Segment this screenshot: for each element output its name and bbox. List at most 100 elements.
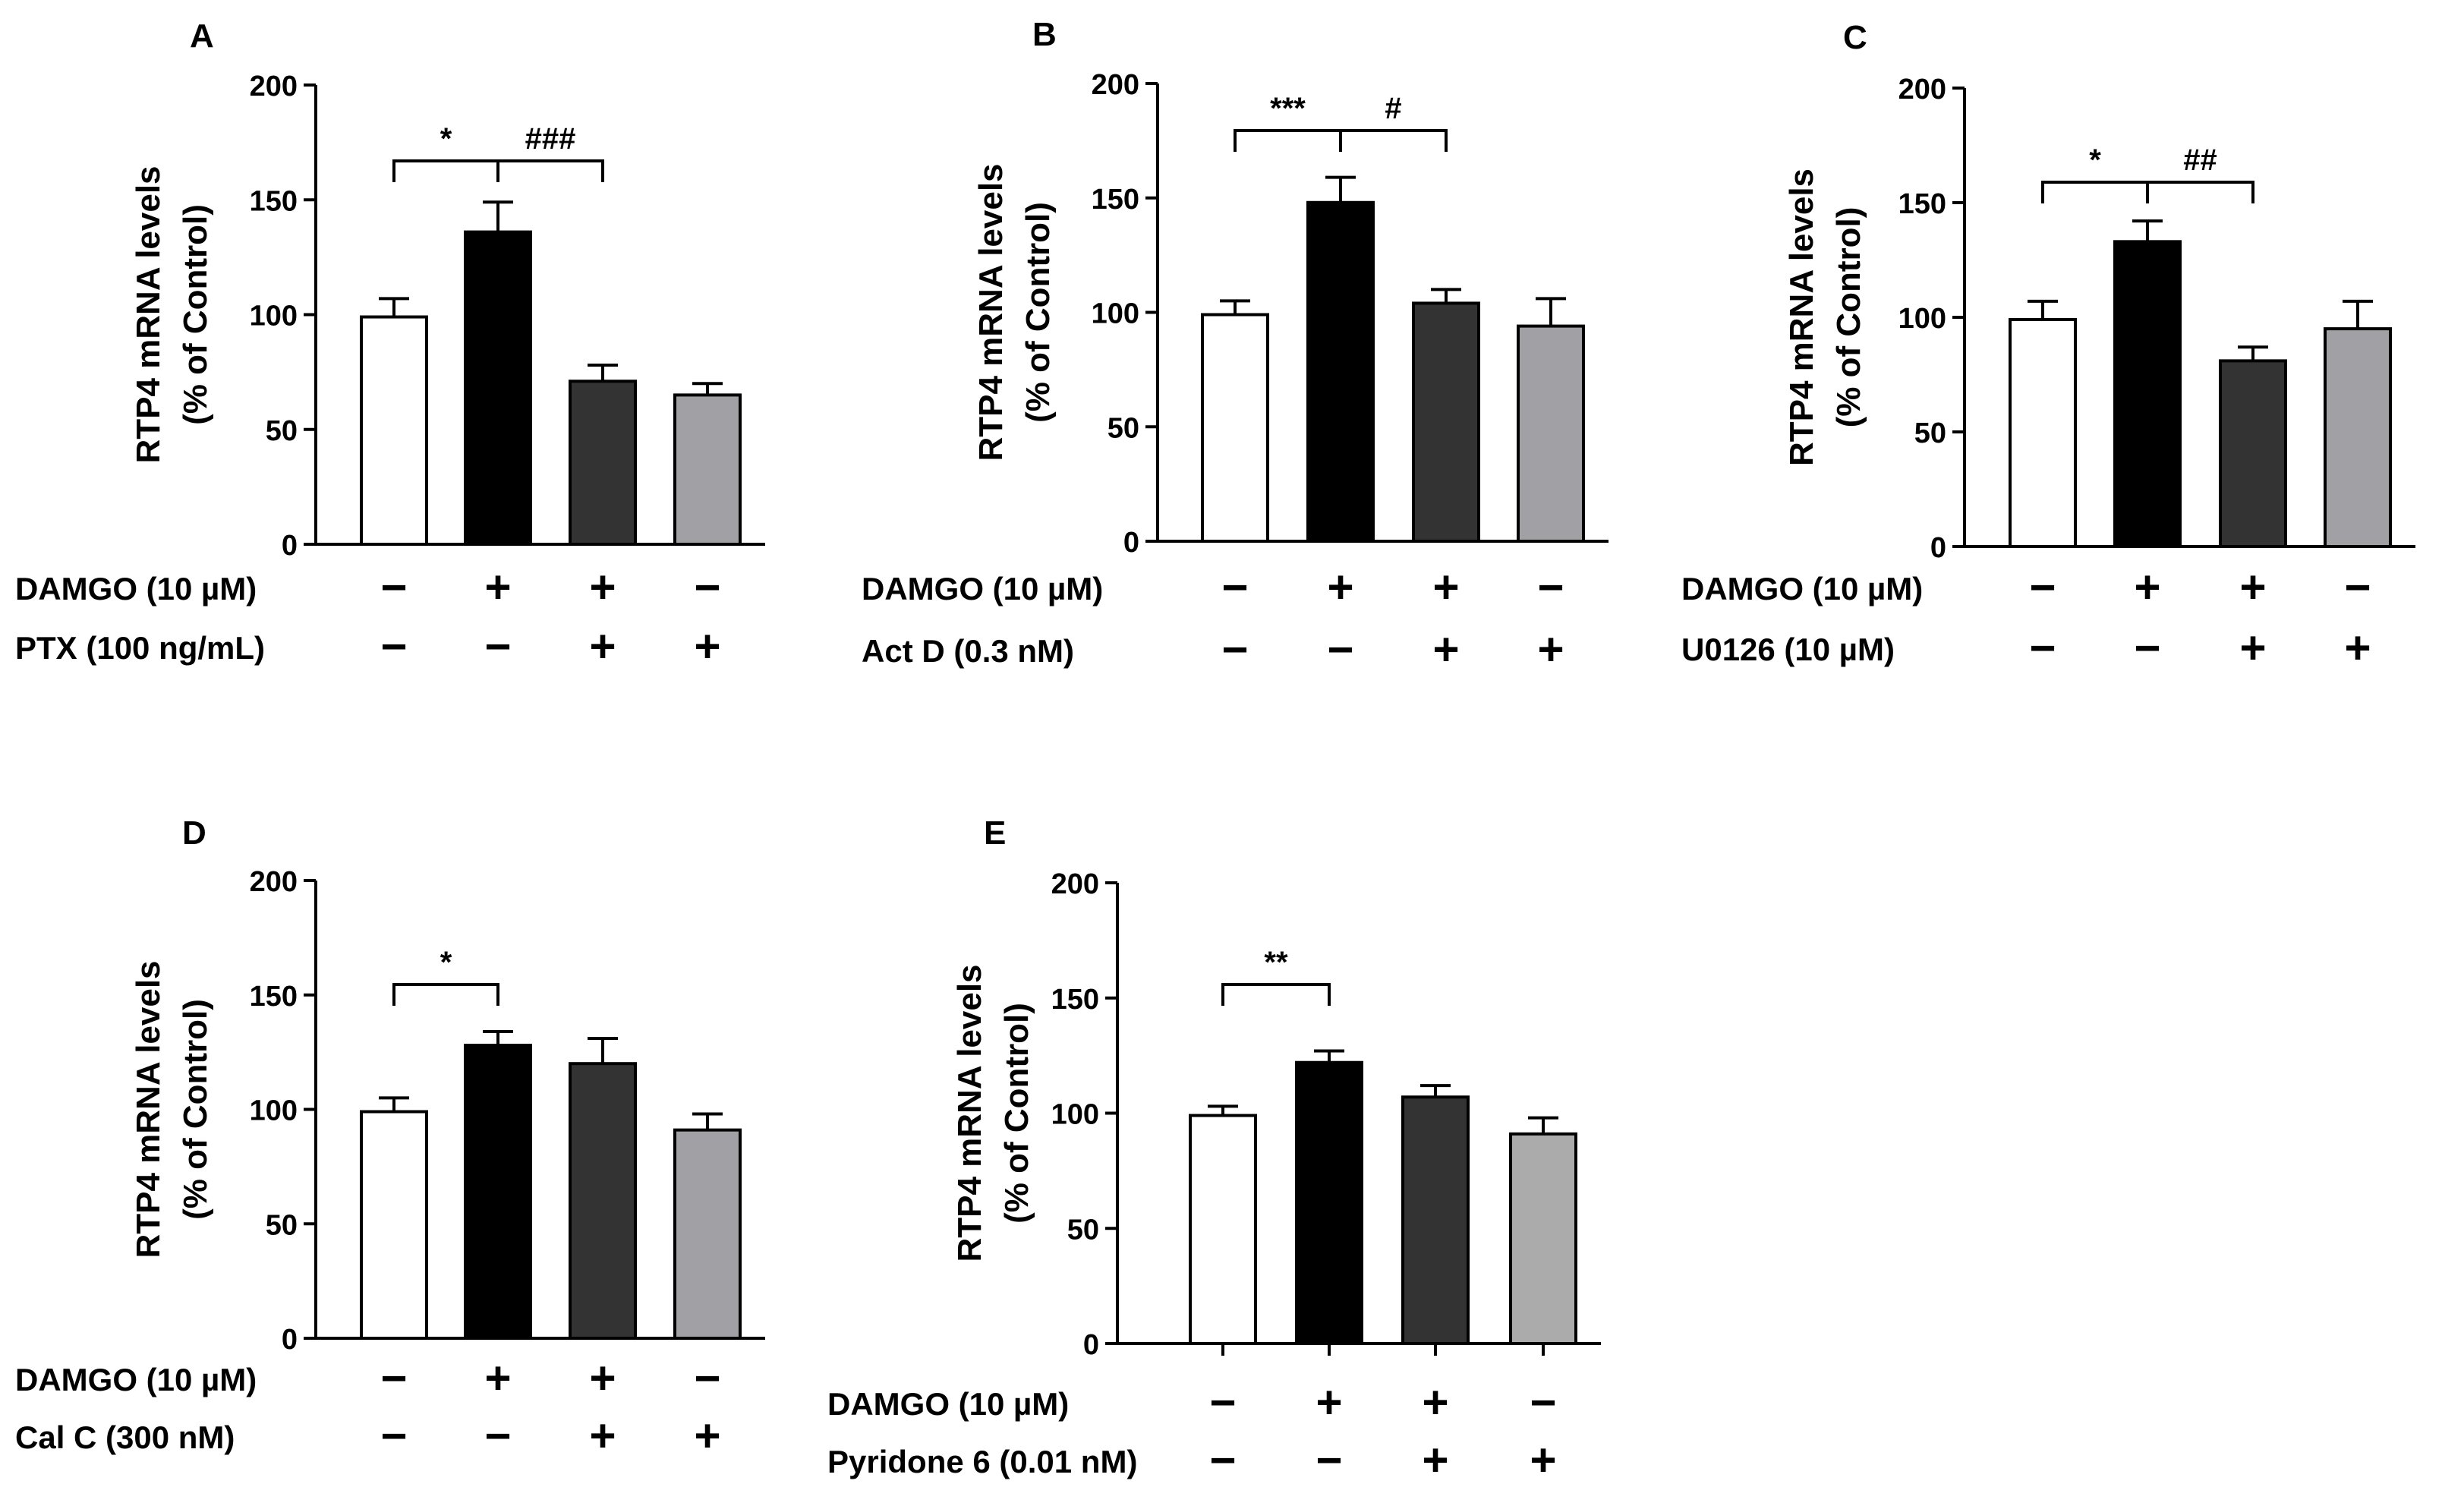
treatment-sign: + [694, 1410, 720, 1461]
significance-label: ** [1264, 946, 1288, 979]
treatment-sign: − [380, 621, 407, 672]
treatment-sign: − [2029, 622, 2056, 673]
treatment-sign: + [1422, 1377, 1448, 1428]
y-tick-label: 150 [1898, 188, 1946, 220]
treatment-sign: − [1537, 562, 1564, 613]
panel-letter: C [1843, 19, 1867, 56]
treatment-sign: + [589, 562, 616, 613]
treatment-sign: − [484, 1410, 511, 1461]
treatment-sign: − [484, 621, 511, 672]
y-axis-label: RTP4 mRNA levels [1783, 169, 1820, 466]
y-tick-label: 100 [250, 1095, 298, 1127]
treatment-sign: + [1422, 1435, 1448, 1486]
treatment-sign: + [2239, 562, 2266, 613]
treatment-sign: + [1537, 624, 1564, 675]
y-tick-label: 150 [250, 981, 298, 1013]
treatment-sign: + [2134, 562, 2160, 613]
y-tick-label: 50 [1108, 412, 1139, 444]
bar [464, 1044, 532, 1340]
bar [2009, 318, 2077, 548]
y-axis-label-line2: (% of Control) [177, 204, 214, 425]
y-tick-label: 50 [266, 1209, 298, 1241]
y-tick-label: 150 [250, 185, 298, 217]
bar [569, 1062, 637, 1340]
treatment-sign: + [2239, 622, 2266, 673]
significance-label: * [440, 122, 452, 156]
treatment-sign: + [1432, 562, 1459, 613]
y-tick-label: 200 [250, 71, 298, 102]
y-axis-label-line2: (% of Control) [1019, 202, 1057, 423]
bar [2219, 359, 2287, 548]
y-tick-label: 50 [266, 415, 298, 447]
y-tick-label: 200 [250, 866, 298, 898]
bar [1306, 200, 1375, 543]
significance-bracket [392, 159, 499, 182]
treatment-sign: + [1432, 624, 1459, 675]
treatment-sign: + [589, 621, 616, 672]
bar [464, 230, 532, 546]
bar [1401, 1095, 1470, 1345]
treatment-label: Cal C (300 nM) [15, 1419, 235, 1455]
panel-letter: A [190, 17, 214, 55]
bar [1189, 1114, 1257, 1346]
treatment-sign: − [380, 1410, 407, 1461]
panel-b: B 0 50 100 150 200 RTP4 mRNA levels (% of Contr… [862, 16, 1609, 675]
treatment-sign: − [1327, 624, 1353, 675]
bar [673, 393, 742, 546]
significance-bracket [1339, 129, 1448, 152]
treatment-sign: − [1209, 1377, 1236, 1428]
treatment-label: PTX (100 ng/mL) [15, 630, 265, 666]
y-tick-label: 0 [1123, 527, 1139, 559]
bar [1295, 1060, 1363, 1345]
significance-bracket [2041, 181, 2149, 203]
bar [1517, 324, 1585, 543]
treatment-label: DAMGO (10 µM) [15, 1362, 257, 1397]
treatment-sign: + [589, 1353, 616, 1404]
treatment-label: Act D (0.3 nM) [862, 633, 1074, 669]
treatment-label: U0126 (10 µM) [1681, 632, 1895, 667]
treatment-sign: + [1315, 1377, 1342, 1428]
y-tick-label: 100 [1051, 1099, 1099, 1131]
treatment-sign: + [694, 621, 720, 672]
treatment-label: DAMGO (10 µM) [1681, 571, 1923, 606]
bar [569, 380, 637, 546]
y-axis-label-line2: (% of Control) [177, 999, 214, 1220]
y-tick-label: 50 [1914, 417, 1946, 449]
treatment-label: DAMGO (10 µM) [827, 1386, 1069, 1422]
significance-label: ## [2183, 143, 2217, 177]
significance-label: *** [1270, 92, 1306, 125]
treatment-sign: − [1221, 624, 1248, 675]
y-tick-label: 0 [1930, 532, 1946, 564]
y-tick-label: 0 [1083, 1329, 1099, 1361]
significance-bracket [2146, 181, 2254, 203]
bar [2324, 327, 2392, 548]
y-tick-label: 200 [1092, 69, 1139, 101]
significance-bracket [1221, 983, 1331, 1006]
y-tick-label: 0 [282, 1324, 298, 1356]
treatment-sign: − [1315, 1435, 1342, 1486]
treatment-label: DAMGO (10 µM) [862, 571, 1103, 606]
panel-c: C 0 50 100 150 200 RTP4 mRNA levels (% of Contr… [1681, 19, 2415, 673]
bar [1509, 1132, 1577, 1345]
treatment-sign: − [380, 1353, 407, 1404]
panel-e: E 0 50 100 150 200 RTP4 mRNA levels (% of Contr… [827, 814, 1601, 1486]
significance-label: * [440, 946, 452, 979]
treatment-sign: − [2134, 622, 2160, 673]
panel-letter: B [1032, 16, 1057, 53]
treatment-sign: − [2344, 562, 2371, 613]
significance-bracket [1234, 129, 1342, 152]
y-axis-label: RTP4 mRNA levels [972, 163, 1010, 461]
y-tick-label: 100 [1092, 298, 1139, 330]
bar [360, 1110, 428, 1340]
treatment-label: Pyridone 6 (0.01 nM) [827, 1444, 1137, 1479]
treatment-sign: − [1209, 1435, 1236, 1486]
treatment-sign: + [484, 562, 511, 613]
y-axis-label: RTP4 mRNA levels [130, 165, 167, 463]
treatment-sign: − [1530, 1377, 1556, 1428]
y-tick-label: 100 [1898, 303, 1946, 335]
y-tick-label: 200 [1051, 868, 1099, 900]
treatment-sign: − [694, 562, 720, 613]
panel-a: A 0 50 100 150 200 RTP4 mRNA levels (% of Contr… [15, 17, 765, 672]
bar [673, 1128, 742, 1340]
